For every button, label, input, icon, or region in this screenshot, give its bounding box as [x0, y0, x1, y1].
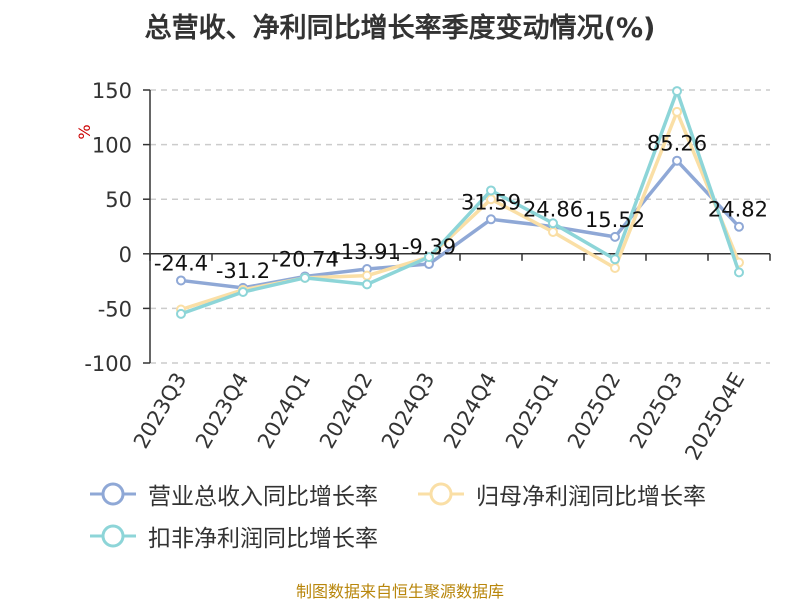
x-tick-label: 2024Q2	[315, 369, 377, 453]
data-point	[238, 287, 248, 298]
legend-marker-deducted-profit-icon	[90, 524, 136, 548]
data-point	[486, 214, 496, 225]
legend-marker-net-profit-icon	[418, 482, 464, 506]
y-tick-labels: 150 100 50 0 -50 -100	[84, 79, 132, 376]
data-point	[176, 275, 186, 286]
y-axis-label: %	[75, 124, 94, 139]
data-label: -24.4	[154, 251, 208, 275]
axes	[143, 89, 771, 364]
data-label: 24.82	[708, 198, 768, 222]
y-tick-label: 100	[92, 134, 132, 158]
data-point	[176, 308, 186, 319]
data-point	[610, 231, 620, 242]
legend: 营业总收入同比增长率 归母净利润同比增长率 扣非净利润同比增长率	[88, 476, 768, 554]
chart-title: 总营收、净利同比增长率季度变动情况(%)	[144, 13, 656, 44]
data-point	[300, 272, 310, 283]
legend-marker-revenue-icon	[90, 482, 136, 506]
data-point	[424, 252, 434, 263]
legend-item-deducted-profit[interactable]: 扣非净利润同比增长率	[88, 518, 378, 554]
legend-label-net-profit: 归母净利润同比增长率	[476, 484, 706, 510]
series-lines	[176, 86, 744, 319]
data-point	[672, 106, 682, 117]
x-tick-labels: 2023Q3 2023Q4 2024Q1 2024Q2 2024Q3 2024Q4 2025…	[129, 369, 749, 465]
x-tick-label: 2023Q4	[191, 369, 253, 453]
legend-item-revenue[interactable]: 营业总收入同比增长率	[88, 476, 378, 512]
data-label: 24.86	[523, 198, 583, 222]
data-source: 制图数据来自恒生聚源数据库	[295, 582, 504, 601]
x-tick-label: 2025Q3	[625, 369, 687, 453]
x-tick-label: 2024Q3	[377, 369, 439, 453]
x-tick-label: 2025Q4E	[680, 369, 749, 465]
y-tick-label: 150	[92, 79, 132, 103]
data-point	[672, 155, 682, 166]
data-label: -9.39	[402, 235, 456, 259]
data-point	[672, 86, 682, 97]
data-point	[362, 270, 372, 281]
series-line-2	[180, 89, 741, 316]
legend-label-revenue: 营业总收入同比增长率	[148, 484, 378, 510]
y-tick-label: 50	[105, 188, 132, 212]
data-label: 15.52	[585, 208, 645, 232]
x-tick-label: 2024Q4	[439, 369, 501, 453]
data-point	[734, 267, 744, 278]
data-point	[362, 279, 372, 290]
data-point	[486, 185, 496, 196]
data-point	[734, 221, 744, 232]
data-label: 85.26	[647, 132, 707, 156]
data-label: -31.2	[216, 259, 270, 283]
x-tick-label: 2025Q1	[501, 369, 563, 453]
x-tick-label: 2023Q3	[129, 369, 191, 453]
legend-label-deducted-profit: 扣非净利润同比增长率	[148, 526, 378, 552]
legend-item-net-profit[interactable]: 归母净利润同比增长率	[416, 476, 706, 512]
data-point	[548, 226, 558, 237]
data-point	[610, 254, 620, 265]
data-label: -20.74	[271, 247, 339, 271]
data-point	[610, 262, 620, 273]
data-label: -13.91	[333, 240, 401, 264]
grid-lines	[150, 89, 770, 364]
x-tick-label: 2024Q1	[253, 369, 315, 453]
y-tick-label: -50	[98, 297, 132, 321]
y-tick-label: 0	[119, 243, 132, 267]
data-label: 31.59	[461, 190, 521, 214]
y-tick-label: -100	[84, 352, 132, 376]
x-tick-label: 2025Q2	[563, 369, 625, 453]
data-point	[548, 218, 558, 229]
